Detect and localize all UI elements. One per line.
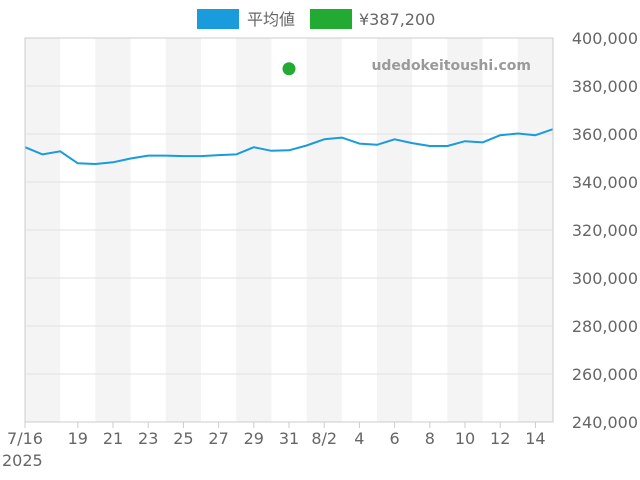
x-tick-label: 21	[103, 429, 123, 448]
y-tick-label: 360,000	[572, 125, 638, 144]
x-tick-label: 10	[455, 429, 475, 448]
y-tick-label: 280,000	[572, 317, 638, 336]
legend-swatch-price[interactable]	[310, 9, 352, 29]
x-tick-label: 7/16	[7, 429, 43, 448]
y-tick-label: 400,000	[572, 29, 638, 48]
x-tick-label: 31	[279, 429, 299, 448]
x-tick-label: 19	[68, 429, 88, 448]
x-tick-label: 12	[490, 429, 510, 448]
price-point	[282, 62, 296, 76]
legend: 平均値 ¥387,200	[197, 9, 435, 29]
legend-label-average: 平均値	[247, 10, 295, 29]
x-tick-label: 8	[425, 429, 435, 448]
y-tick-label: 320,000	[572, 221, 638, 240]
series-line-average	[24, 128, 554, 165]
x-tick-year-label: 2025	[2, 451, 43, 470]
y-tick-label: 340,000	[572, 173, 638, 192]
series-layer	[24, 62, 554, 165]
y-tick-label: 300,000	[572, 269, 638, 288]
x-tick-label: 14	[525, 429, 545, 448]
x-tick-label: 8/2	[311, 429, 337, 448]
y-tick-label: 260,000	[572, 365, 638, 384]
y-tick-label: 380,000	[572, 77, 638, 96]
x-tick-label: 27	[208, 429, 228, 448]
x-tick-label: 4	[354, 429, 364, 448]
x-tick-label: 23	[138, 429, 158, 448]
x-tick-label: 25	[173, 429, 193, 448]
x-tick-label: 6	[390, 429, 400, 448]
watermark-text: udedokeitoushi.com	[371, 58, 531, 74]
y-tick-label: 240,000	[572, 413, 638, 432]
legend-label-price: ¥387,200	[359, 10, 435, 29]
axes: 240,000 260,000 280,000 300,000 320,000 340,0…	[2, 29, 638, 470]
x-tick-label: 29	[244, 429, 264, 448]
legend-swatch-average[interactable]	[197, 9, 239, 29]
